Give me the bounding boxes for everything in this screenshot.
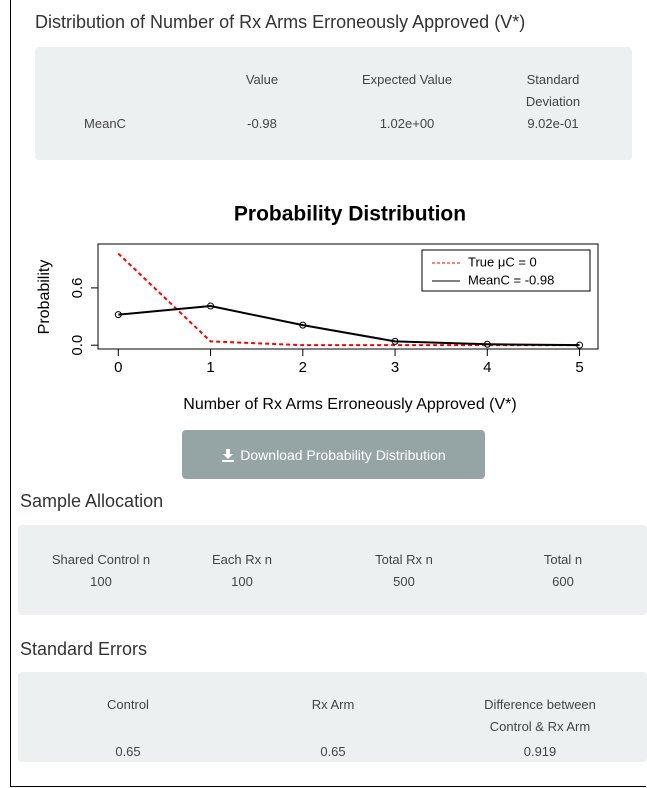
point [299,321,307,329]
point [576,341,584,349]
cell: 1.02e+00 [379,116,435,131]
cell: 600 [552,574,574,589]
column-header: Total Rx n [375,552,433,567]
cell: 500 [393,574,415,589]
frame [10,0,646,787]
x-tick-label: 1 [206,359,214,376]
column-header: Expected Value [361,72,453,87]
stats-panel: Value Expected Value Standard Deviation … [35,47,632,160]
column-header: Value [245,72,279,87]
column-header: Standard Deviation [525,72,581,109]
cell: 9.02e-01 [527,116,579,131]
x-tick-label: 2 [299,359,307,376]
plot-frame [97,243,599,350]
cell: 100 [90,574,112,589]
x-tick-label: 3 [391,359,399,376]
column-header: Rx Arm [311,697,355,712]
x-tick-label: 4 [483,359,491,376]
point [391,337,399,345]
cell: 0.65 [320,744,346,759]
x-axis-label: Number of Rx Arms Erroneously Approved (… [183,396,516,413]
chart-title: Probability Distribution [234,203,466,226]
section-title: Distribution of Number of Rx Arms Errone… [35,12,526,32]
column-header: Each Rx n [212,552,272,567]
download-button[interactable]: Download Probability Distribution [182,430,485,479]
legend-label: True μC = 0 [468,254,537,269]
column-header: Total n [543,552,583,567]
cell: -0.98 [247,116,277,131]
section-title: Standard Errors [20,639,148,659]
point [114,311,122,319]
button-label: Download Probability Distribution [240,446,446,463]
chart: Probability Distribution Number of Rx Ar… [36,203,599,413]
errors-panel: Control Rx Arm Difference between Contro… [18,672,647,762]
x-tick-label: 0 [114,359,122,376]
y-tick-label: 0.6 [69,277,86,298]
column-header: Shared Control n [51,552,151,567]
download-icon [222,448,235,462]
cell: 0.65 [115,744,141,759]
point [207,302,215,310]
y-axis-label: Probability [36,260,53,335]
series-line [117,252,580,347]
series-line [118,305,580,347]
section-title: Sample Allocation [20,491,164,511]
cell: 0.919 [523,744,557,759]
column-header: Control [107,697,149,712]
cell: 100 [231,574,253,589]
y-tick-label: 0.0 [69,335,86,356]
legend [421,249,591,292]
allocation-panel: Shared Control n Each Rx n Total Rx n To… [18,525,647,615]
row-label: MeanC [84,116,126,131]
x-tick-label: 5 [575,359,583,376]
legend-label: MeanC = -0.98 [468,272,554,287]
point [483,340,491,348]
column-header: Difference between Control & Rx Arm [484,697,596,734]
